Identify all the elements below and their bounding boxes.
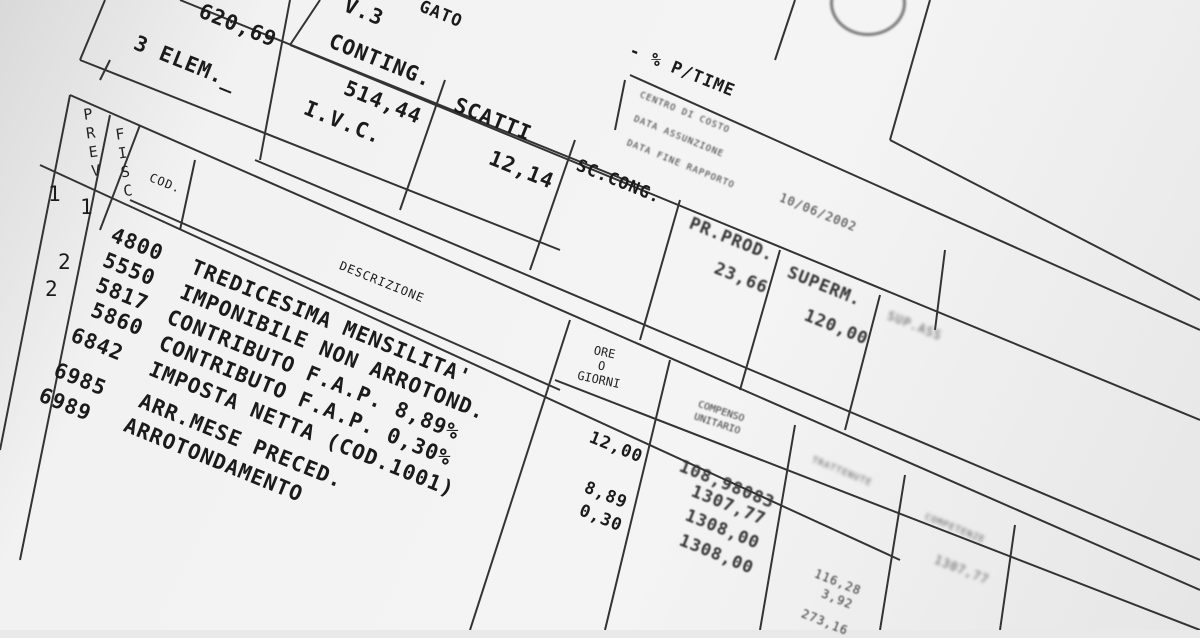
prev-flag: 2 [58, 250, 72, 274]
hours-column-header: ORE O GIORNI [576, 343, 622, 392]
prev-flag: 2 [45, 277, 59, 301]
fisc-flag: 1 [80, 195, 94, 219]
prev-flag: 1 [48, 182, 62, 206]
